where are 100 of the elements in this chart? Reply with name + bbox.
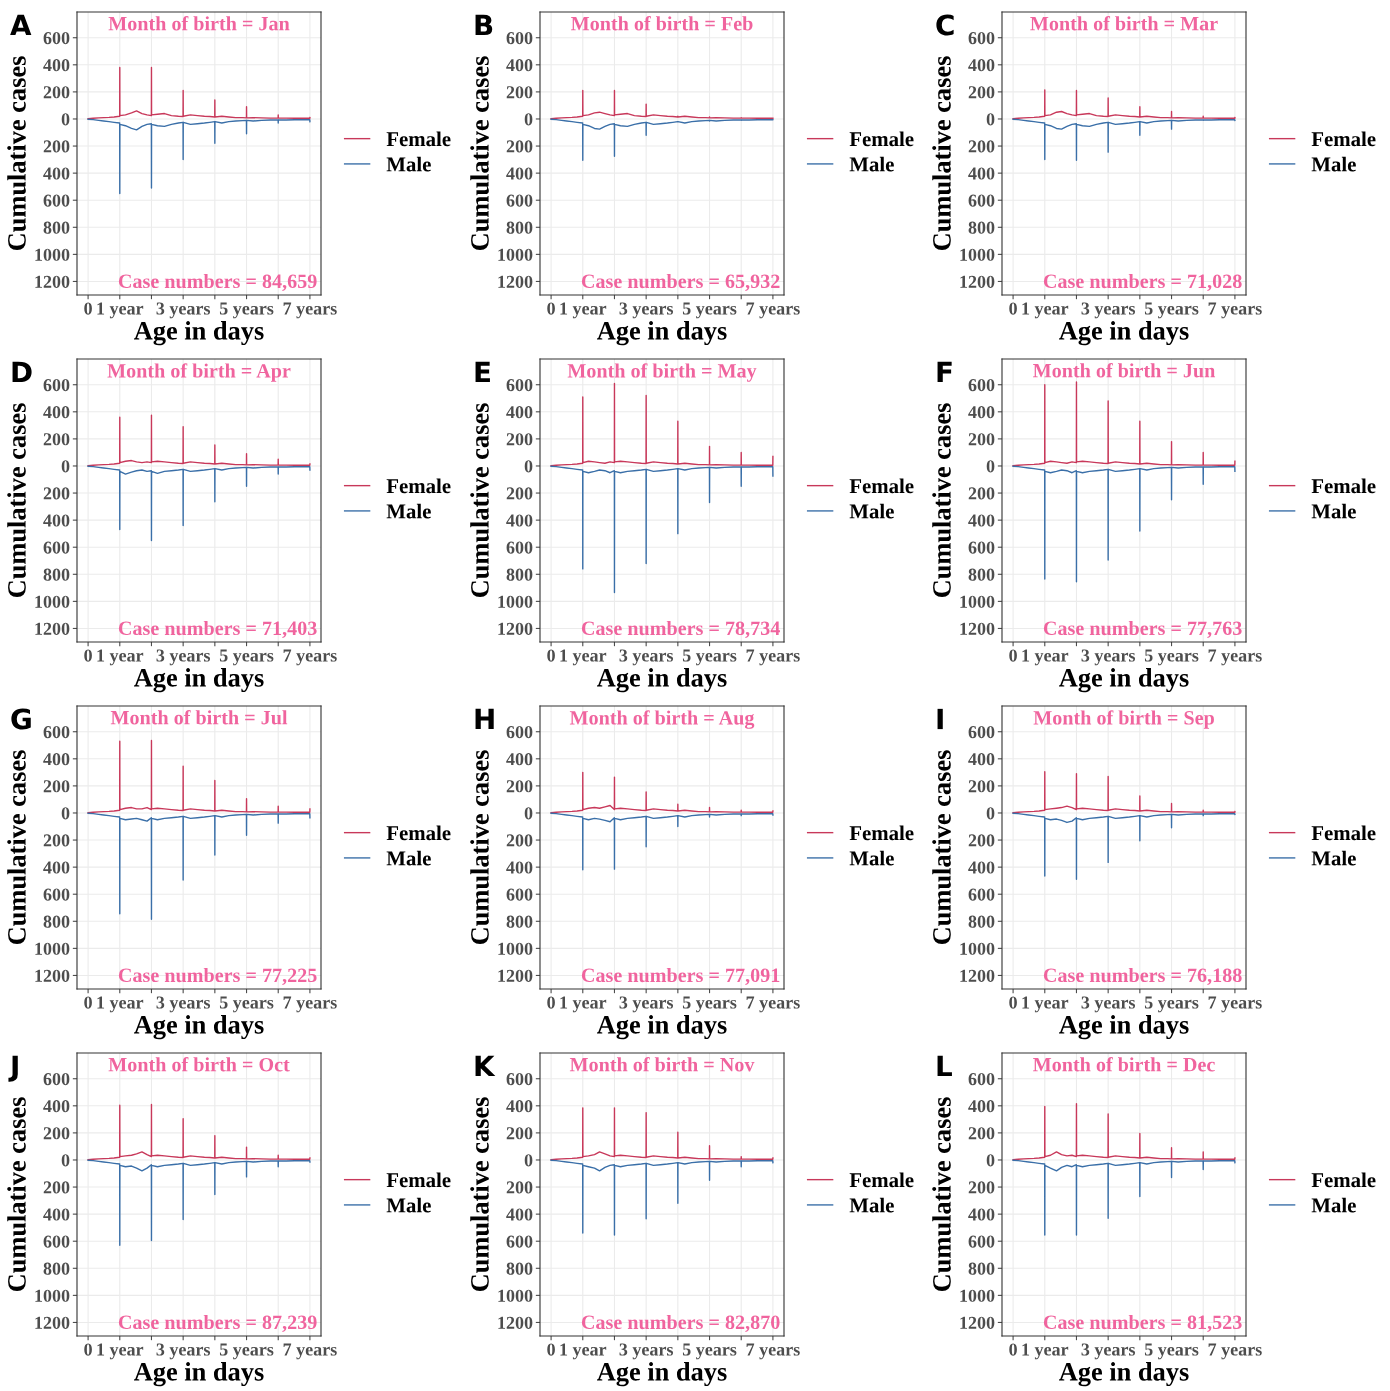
y-tick-label: 600: [968, 888, 995, 901]
line-series: [1012, 1103, 1236, 1161]
y-tick-label: 200: [43, 433, 70, 446]
x-axis-title: Age in days: [597, 1362, 727, 1387]
y-axis-title: Cumulative cases: [932, 56, 951, 251]
y-tick-label: 600: [968, 1235, 995, 1248]
y-tick-label: 400: [968, 514, 995, 527]
legend-label: Male: [386, 850, 431, 866]
y-tick-label: 800: [43, 221, 70, 234]
annotation: Case numbers = 87,239: [118, 1314, 317, 1332]
y-tick-label: 800: [43, 915, 70, 928]
x-tick-label: 5 years: [682, 996, 737, 1013]
legend-label: Male: [386, 156, 431, 172]
y-tick-label: 0: [61, 807, 70, 820]
y-tick-label: 400: [968, 861, 995, 874]
y-tick-label: 200: [968, 834, 995, 847]
y-tick-label: 800: [506, 568, 533, 581]
y-tick-label: 400: [506, 753, 533, 766]
y-tick-label: 400: [43, 753, 70, 766]
x-tick-label: 3 years: [619, 1343, 674, 1360]
line-series: [1012, 770, 1236, 814]
line-series: [87, 66, 311, 120]
x-axis-title: Age in days: [597, 668, 727, 693]
y-tick-label: 200: [43, 140, 70, 153]
legend-label: Male: [1311, 503, 1356, 519]
legend-label: Female: [849, 478, 914, 494]
y-tick-label: 200: [506, 1127, 533, 1140]
y-tick-label: 400: [43, 406, 70, 419]
x-tick-label: 0: [547, 1343, 555, 1356]
y-axis-title: Cumulative cases: [932, 1097, 951, 1292]
x-tick-label: 7 years: [746, 649, 800, 666]
line-series: [550, 1107, 774, 1161]
y-tick-label: 1200: [35, 969, 70, 982]
y-tick-label: 1200: [498, 275, 533, 288]
y-tick-label: 600: [43, 31, 70, 45]
y-tick-label: 1200: [960, 622, 995, 635]
text: J: [8, 1055, 18, 1082]
y-tick-label: 400: [43, 514, 70, 527]
x-tick-label: 0: [547, 649, 555, 662]
y-tick-label: 0: [524, 807, 533, 820]
y-axis-title: Cumulative cases: [7, 750, 26, 945]
y-tick-label: 200: [968, 780, 995, 793]
y-tick-label: 1200: [498, 1316, 533, 1329]
x-tick-label: 7 years: [283, 1343, 337, 1360]
legend-label: Male: [849, 1197, 894, 1213]
legend-label: Male: [1311, 156, 1356, 172]
line-series: [550, 812, 774, 871]
legend-label: Female: [386, 131, 451, 147]
y-axis-title: Cumulative cases: [470, 403, 489, 598]
annotation: Case numbers = 77,763: [1043, 620, 1242, 638]
y-tick-label: 1200: [498, 622, 533, 635]
text: C: [936, 14, 954, 36]
y-tick-label: 400: [968, 1208, 995, 1221]
legend-label: Male: [386, 503, 431, 519]
text: G: [11, 708, 31, 730]
legend-label: Female: [1311, 1172, 1376, 1188]
x-axis-title: Age in days: [597, 321, 727, 346]
y-tick-label: 400: [43, 1208, 70, 1221]
y-tick-label: 600: [506, 725, 533, 739]
x-tick-label: 0: [1009, 302, 1017, 315]
chart-title: Month of birth = Oct: [108, 1057, 290, 1072]
x-tick-label: 5 years: [219, 1343, 274, 1360]
x-tick-label: 1 year: [97, 996, 144, 1013]
x-tick-label: 1 year: [560, 302, 607, 319]
y-tick-label: 0: [524, 113, 533, 126]
annotation: Case numbers = 71,403: [118, 620, 317, 638]
y-tick-label: 200: [968, 433, 995, 446]
line-series: [1012, 118, 1236, 161]
chart-title: Month of birth = Nov: [569, 1057, 755, 1072]
legend-label: Female: [849, 1172, 914, 1188]
y-tick-label: 600: [43, 1072, 70, 1086]
x-tick-label: 1 year: [560, 1343, 607, 1360]
y-axis-title: Cumulative cases: [7, 1097, 26, 1292]
y-tick-label: 400: [506, 1208, 533, 1221]
x-axis-title: Age in days: [134, 321, 264, 346]
legend-label: Male: [849, 503, 894, 519]
y-tick-label: 600: [43, 725, 70, 739]
y-tick-label: 600: [968, 194, 995, 207]
x-tick-label: 7 years: [1208, 302, 1262, 319]
y-tick-label: 200: [506, 140, 533, 153]
x-tick-label: 1 year: [1022, 996, 1069, 1013]
annotation: Case numbers = 81,523: [1043, 1314, 1242, 1332]
y-tick-label: 1200: [35, 622, 70, 635]
x-axis-title: Age in days: [134, 668, 264, 693]
x-axis-title: Age in days: [597, 1015, 727, 1040]
y-tick-label: 800: [43, 1262, 70, 1275]
y-tick-label: 0: [61, 460, 70, 473]
x-tick-label: 5 years: [682, 649, 737, 666]
x-tick-label: 5 years: [1144, 649, 1199, 666]
text: D: [12, 361, 32, 383]
annotation: Case numbers = 78,734: [581, 620, 780, 638]
x-tick-label: 5 years: [219, 302, 274, 319]
y-tick-label: 1000: [960, 595, 995, 608]
x-tick-label: 0: [84, 649, 92, 662]
text: H: [475, 708, 494, 730]
x-tick-label: 0: [1009, 996, 1017, 1009]
y-tick-label: 1000: [35, 1289, 70, 1302]
y-axis-title: Cumulative cases: [470, 1097, 489, 1292]
x-tick-label: 7 years: [283, 996, 337, 1013]
legend-label: Female: [386, 478, 451, 494]
